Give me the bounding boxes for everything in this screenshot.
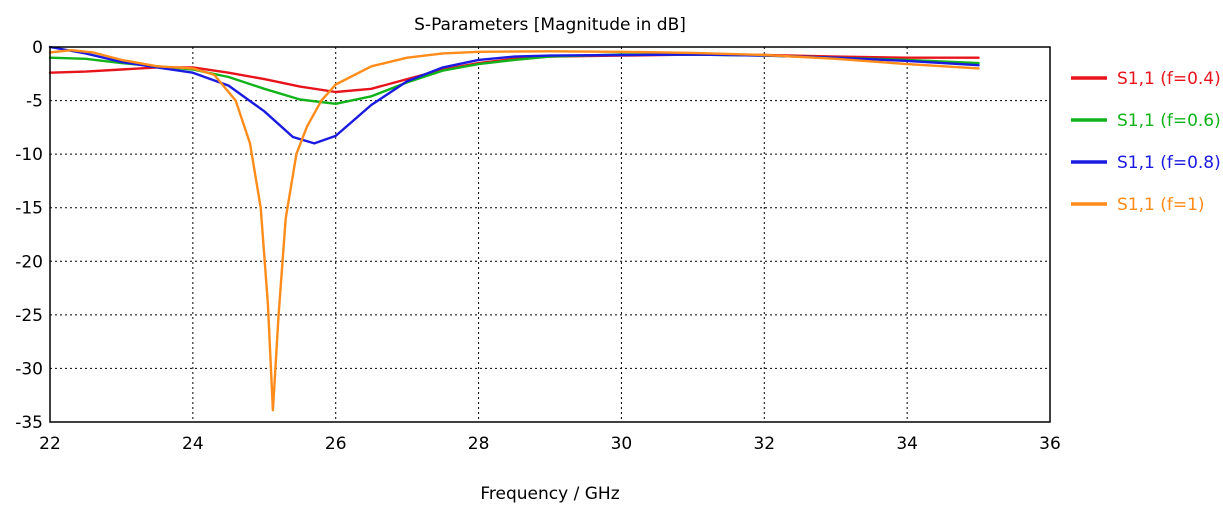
y-axis-ticks: 0 -5 -10 -15 -20 -25 -30 -35 (15, 38, 43, 433)
y-tick-label: -15 (15, 199, 43, 219)
y-tick-label: -25 (15, 306, 43, 326)
y-tick-label: -30 (15, 359, 43, 379)
x-tick-label: 36 (1039, 434, 1061, 454)
x-tick-label: 22 (39, 434, 61, 454)
y-tick-label: -5 (26, 92, 43, 112)
x-axis-ticks: 22 24 26 28 30 32 34 36 (39, 434, 1061, 454)
y-tick-label: -10 (15, 145, 43, 165)
series-lines (48, 45, 980, 412)
chart-title: S-Parameters [Magnitude in dB] (414, 15, 686, 35)
x-tick-label: 32 (753, 434, 775, 454)
y-tick-label: -35 (15, 413, 43, 433)
x-axis-label: Frequency / GHz (480, 484, 619, 504)
series-line-2 (48, 53, 980, 105)
legend-label: S1,1 (f=0.4) (1117, 69, 1221, 89)
plot-frame (49, 46, 1051, 423)
legend: S1,1 (f=0.4) S1,1 (f=0.6) S1,1 (f=0.8) S1,1… (1071, 69, 1221, 215)
series-line-3 (48, 45, 980, 145)
legend-label: S1,1 (f=0.8) (1117, 153, 1221, 173)
legend-label: S1,1 (f=1) (1117, 195, 1205, 215)
x-tick-label: 34 (896, 434, 918, 454)
x-tick-label: 24 (182, 434, 204, 454)
y-tick-label: -20 (15, 252, 43, 272)
x-tick-label: 30 (611, 434, 633, 454)
y-tick-label: 0 (32, 38, 43, 58)
series-line-4 (48, 49, 980, 412)
grid-lines (50, 47, 1050, 422)
legend-label: S1,1 (f=0.6) (1117, 111, 1221, 131)
x-tick-label: 26 (325, 434, 347, 454)
x-tick-label: 28 (468, 434, 490, 454)
